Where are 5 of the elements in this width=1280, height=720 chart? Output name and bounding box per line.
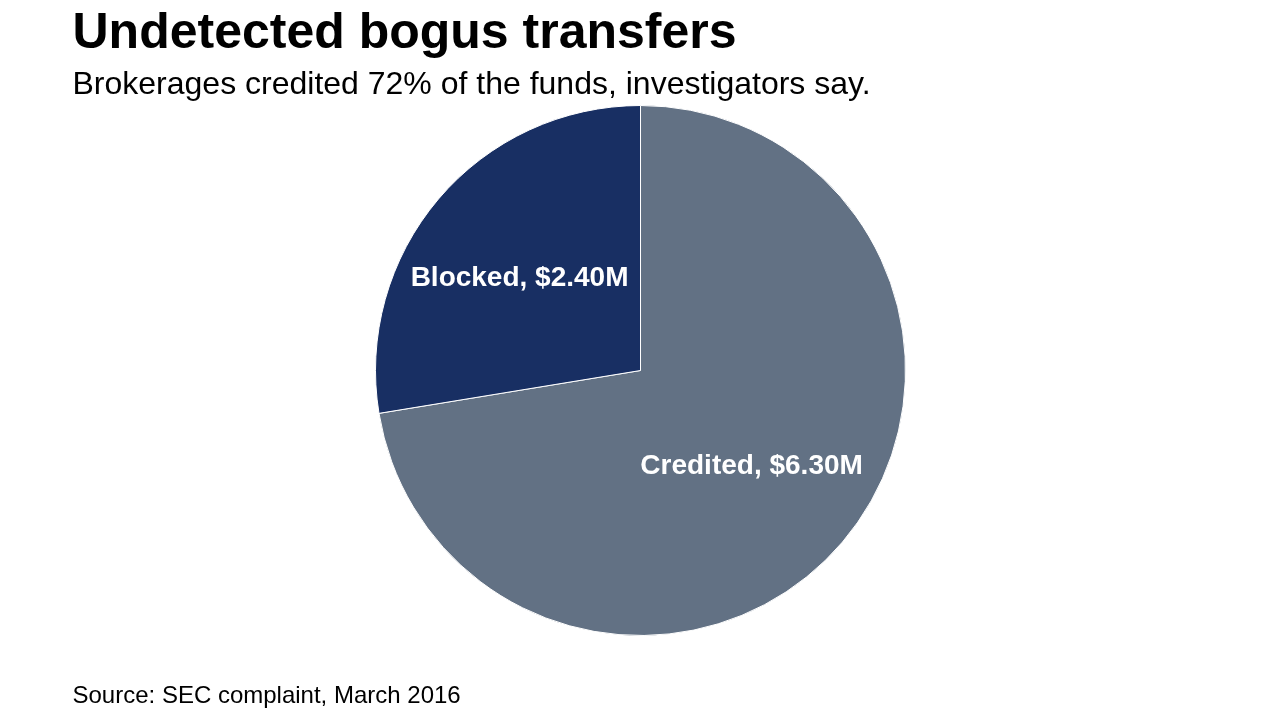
- chart-title: Undetected bogus transfers: [72, 2, 737, 59]
- source-note: Source: SEC complaint, March 2016: [72, 680, 461, 708]
- chart-subtitle: Brokerages credited 72% of the funds, investigators say.: [72, 64, 871, 101]
- slice-label: Blocked, $2.40M: [410, 260, 629, 292]
- slice-label: Credited, $6.30M: [640, 449, 863, 481]
